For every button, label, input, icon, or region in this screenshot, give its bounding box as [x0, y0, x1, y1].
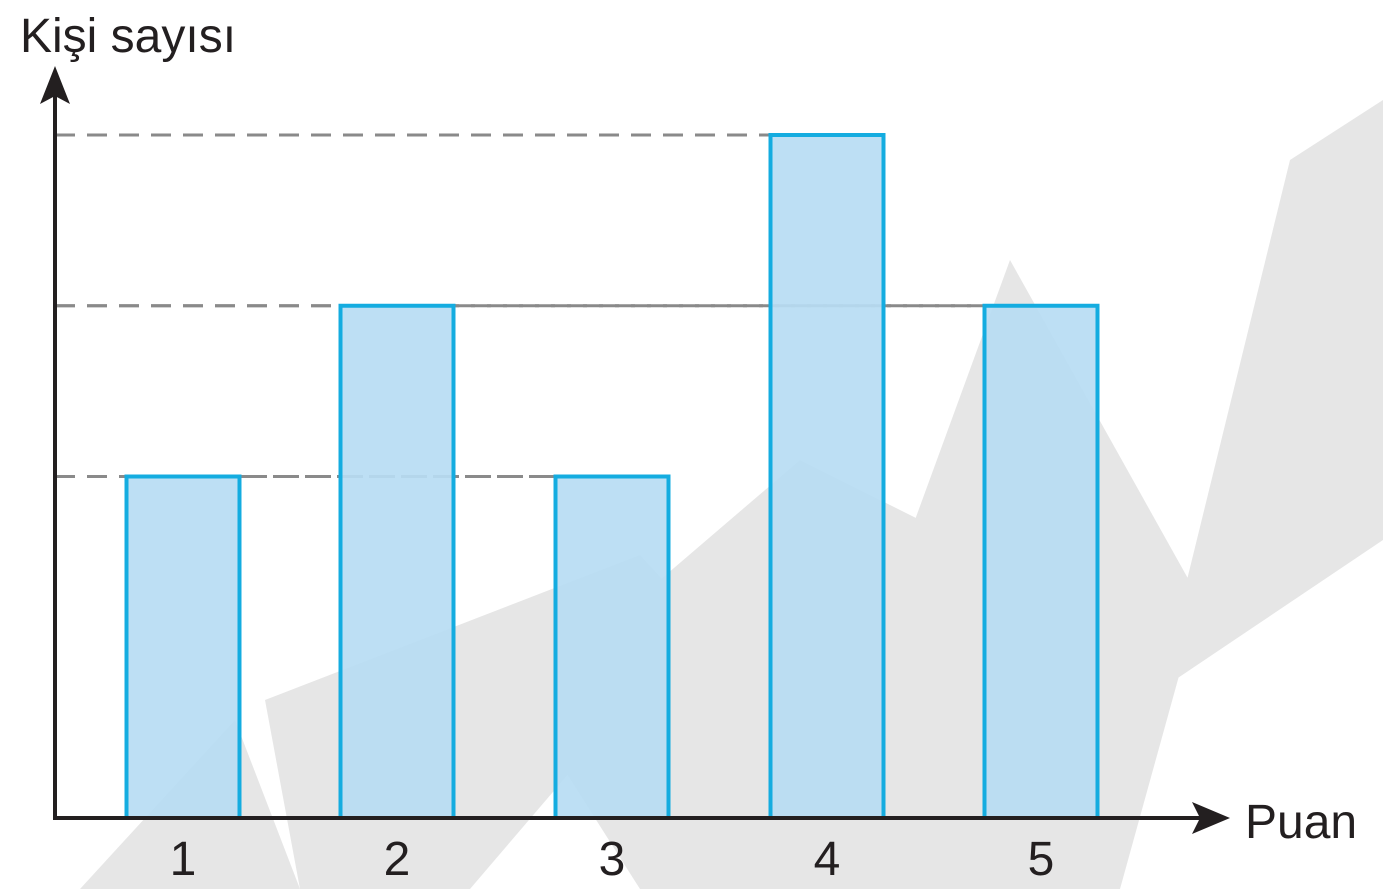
- bars: [124, 133, 1100, 820]
- y-axis-arrow: [40, 66, 70, 104]
- guide-lines: [55, 133, 985, 478]
- x-tick-label-1: 1: [170, 833, 197, 886]
- x-axis-arrow: [1192, 802, 1230, 834]
- bar-1: [124, 474, 242, 820]
- x-tick-label-5: 5: [1028, 833, 1055, 886]
- watermark: [80, 100, 1383, 889]
- bar-5: [982, 303, 1100, 820]
- bar-2: [338, 303, 456, 820]
- x-tick-labels: 1 2 3 4 5: [170, 833, 1055, 886]
- bar-4: [768, 133, 886, 820]
- y-axis-title: Kişi sayısı: [20, 10, 236, 63]
- x-tick-label-3: 3: [599, 833, 626, 886]
- x-tick-label-4: 4: [814, 833, 841, 886]
- bar-3: [553, 474, 671, 820]
- x-tick-label-2: 2: [384, 833, 411, 886]
- x-axis-title: Puan: [1245, 796, 1357, 849]
